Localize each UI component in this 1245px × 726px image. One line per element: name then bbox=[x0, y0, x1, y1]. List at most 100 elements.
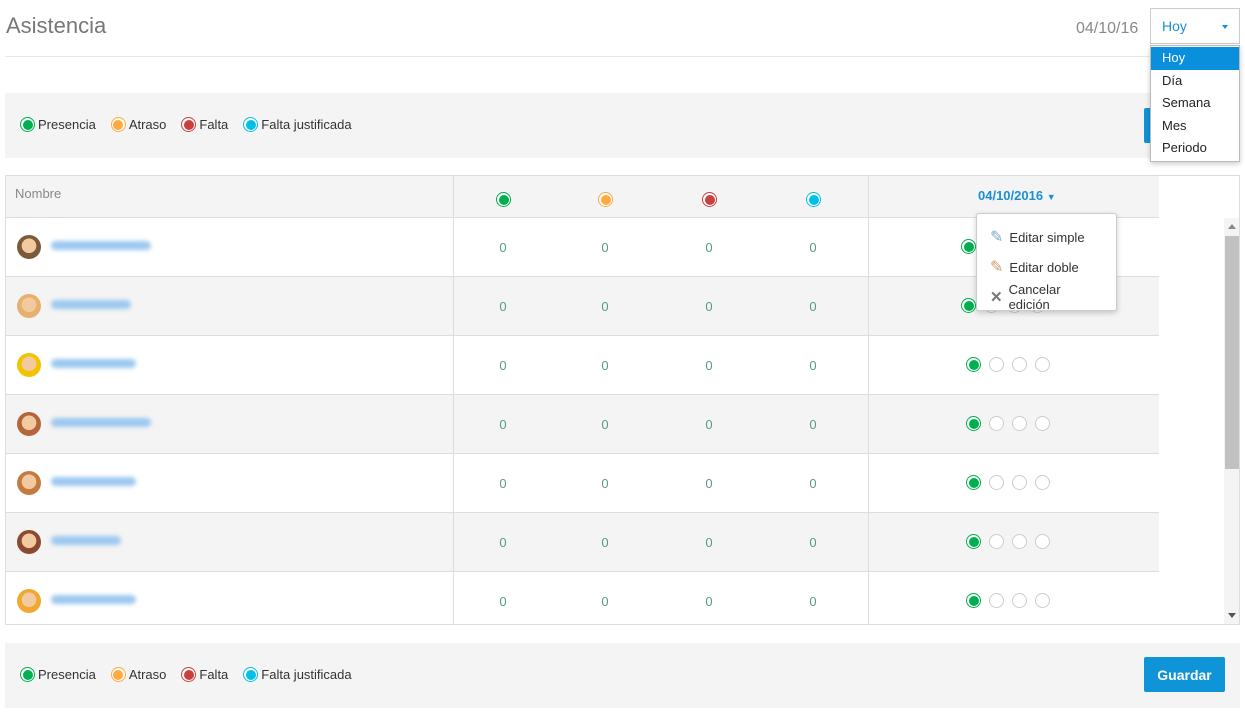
count-cell: 0 bbox=[499, 417, 507, 432]
caret-down-icon: ▼ bbox=[1046, 192, 1056, 202]
status-dot-icon bbox=[181, 117, 197, 132]
legend-item: Presencia bbox=[20, 667, 96, 682]
table-row: 0 0 0 0 bbox=[6, 513, 1159, 572]
caret-down-icon bbox=[1222, 25, 1228, 29]
period-option[interactable]: Semana bbox=[1162, 95, 1211, 110]
count-cell: 0 bbox=[601, 594, 609, 609]
legend-label: Falta justificada bbox=[261, 117, 352, 132]
presencia-radio[interactable] bbox=[961, 298, 976, 313]
status-radio[interactable] bbox=[1012, 357, 1027, 372]
close-icon: ✕ bbox=[990, 289, 1003, 306]
presencia-radio[interactable] bbox=[966, 534, 981, 549]
count-cell: 0 bbox=[499, 358, 507, 373]
column-header-falta-icon bbox=[702, 192, 717, 207]
menu-item-editar-doble[interactable]: ✎ Editar doble bbox=[977, 252, 1116, 282]
count-cell: 0 bbox=[705, 299, 713, 314]
legend-item: Falta justificada bbox=[243, 117, 352, 132]
table-row: 0 0 0 0 bbox=[6, 336, 1159, 395]
presencia-radio[interactable] bbox=[961, 239, 976, 254]
period-option[interactable]: Mes bbox=[1162, 117, 1187, 133]
date-column-dropdown[interactable]: 04/10/2016 ▼ bbox=[978, 188, 1056, 203]
status-radio[interactable] bbox=[989, 475, 1004, 490]
status-radio[interactable] bbox=[1035, 593, 1050, 608]
menu-item-cancelar-edición[interactable]: ✕ Cancelar edición bbox=[977, 282, 1116, 312]
column-header-falta-justificada-icon bbox=[806, 192, 821, 207]
count-cell: 0 bbox=[601, 240, 609, 255]
scroll-up-icon[interactable] bbox=[1228, 224, 1236, 229]
period-option[interactable]: Hoy bbox=[1151, 47, 1239, 70]
count-cell: 0 bbox=[601, 476, 609, 491]
status-radio[interactable] bbox=[1012, 475, 1027, 490]
student-name-blurred[interactable] bbox=[51, 241, 151, 250]
status-radio[interactable] bbox=[1035, 475, 1050, 490]
status-radio[interactable] bbox=[1035, 534, 1050, 549]
count-cell: 0 bbox=[705, 476, 713, 491]
status-dot-icon bbox=[110, 667, 126, 682]
count-cell: 0 bbox=[809, 535, 817, 550]
student-name-blurred[interactable] bbox=[51, 595, 136, 604]
status-radio[interactable] bbox=[989, 534, 1004, 549]
student-name-blurred[interactable] bbox=[51, 418, 151, 427]
save-button[interactable]: Guardar bbox=[1144, 657, 1225, 692]
count-cell: 0 bbox=[705, 417, 713, 432]
column-header-presencia-icon bbox=[496, 192, 511, 207]
student-name-blurred[interactable] bbox=[51, 536, 121, 545]
student-name-blurred[interactable] bbox=[51, 359, 136, 368]
legend-item: Presencia bbox=[20, 117, 96, 132]
count-cell: 0 bbox=[601, 299, 609, 314]
status-dot-icon bbox=[243, 667, 259, 682]
menu-item-label: Editar simple bbox=[1009, 229, 1085, 245]
legend: Presencia Atraso Falta Falta justificada bbox=[20, 117, 352, 132]
status-radio[interactable] bbox=[989, 357, 1004, 372]
date-context-menu: ✎ Editar simple ✎ Editar doble ✕ Cancelar edi… bbox=[976, 213, 1117, 312]
column-header-name: Nombre bbox=[15, 186, 62, 201]
legend-label: Falta bbox=[199, 117, 229, 132]
avatar bbox=[17, 235, 41, 259]
status-dot-icon bbox=[243, 117, 259, 132]
count-cell: 0 bbox=[705, 535, 713, 550]
count-cell: 0 bbox=[499, 535, 507, 550]
student-name-blurred[interactable] bbox=[51, 477, 136, 486]
table-header: Nombre 04/10/2016 ▼ bbox=[6, 176, 1159, 218]
status-dot-icon bbox=[20, 667, 35, 682]
menu-item-editar-simple[interactable]: ✎ Editar simple bbox=[977, 222, 1116, 252]
status-radio[interactable] bbox=[989, 416, 1004, 431]
count-cell: 0 bbox=[499, 240, 507, 255]
presencia-radio[interactable] bbox=[966, 593, 981, 608]
status-radio[interactable] bbox=[1012, 534, 1027, 549]
period-option[interactable]: Día bbox=[1162, 72, 1183, 88]
attendance-marks bbox=[966, 593, 1050, 608]
count-cell: 0 bbox=[499, 299, 507, 314]
legend-bar-bottom: Presencia Atraso Falta Falta justificada Gu… bbox=[5, 643, 1240, 708]
period-select[interactable]: Hoy bbox=[1150, 8, 1240, 44]
page-title: Asistencia bbox=[6, 13, 107, 38]
status-radio[interactable] bbox=[1035, 416, 1050, 431]
status-dot-icon bbox=[20, 117, 35, 132]
avatar bbox=[17, 471, 41, 495]
status-radio[interactable] bbox=[989, 593, 1004, 608]
status-dot-icon bbox=[110, 117, 126, 132]
presencia-radio[interactable] bbox=[966, 475, 981, 490]
presencia-radio[interactable] bbox=[966, 357, 981, 372]
count-cell: 0 bbox=[809, 417, 817, 432]
legend-item: Falta justificada bbox=[243, 667, 352, 682]
presencia-radio[interactable] bbox=[966, 416, 981, 431]
scrollbar[interactable] bbox=[1224, 218, 1239, 624]
column-header-atraso-icon bbox=[598, 192, 613, 207]
period-option[interactable]: Periodo bbox=[1162, 140, 1207, 155]
count-cell: 0 bbox=[809, 476, 817, 491]
table-row: 0 0 0 0 bbox=[6, 395, 1159, 454]
legend-label: Atraso bbox=[128, 117, 167, 132]
scrollbar-thumb[interactable] bbox=[1225, 236, 1239, 469]
student-name-blurred[interactable] bbox=[51, 300, 131, 309]
count-cell: 0 bbox=[499, 594, 507, 609]
status-radio[interactable] bbox=[1012, 416, 1027, 431]
attendance-marks bbox=[966, 534, 1050, 549]
scroll-down-icon[interactable] bbox=[1228, 613, 1236, 618]
avatar bbox=[17, 353, 41, 377]
period-select-value: Hoy bbox=[1162, 18, 1187, 34]
status-radio[interactable] bbox=[1012, 593, 1027, 608]
period-options: Hoy Día Semana Mes Periodo bbox=[1150, 45, 1240, 162]
status-radio[interactable] bbox=[1035, 357, 1050, 372]
legend-item: Atraso bbox=[110, 667, 166, 682]
